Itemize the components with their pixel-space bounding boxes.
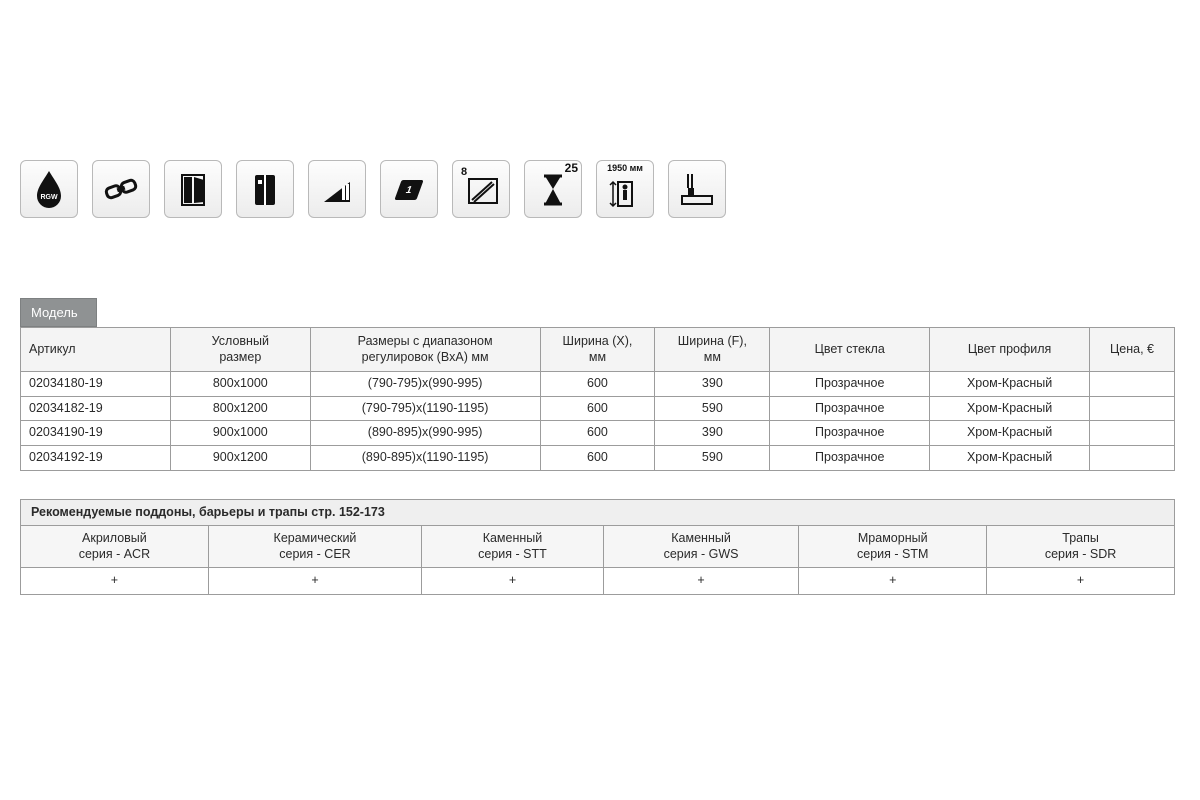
- panel-icon: [236, 160, 294, 218]
- rgw-drop-icon: RGW: [20, 160, 78, 218]
- col-profile: Цвет профиля: [930, 328, 1090, 372]
- table-cell: [1090, 372, 1175, 397]
- table-cell: 600: [540, 421, 655, 446]
- col-article: Артикул: [21, 328, 171, 372]
- rec-cell: +: [21, 568, 209, 595]
- chain-link-icon: [92, 160, 150, 218]
- rec-cell: +: [208, 568, 421, 595]
- table-cell: 02034182-19: [21, 396, 171, 421]
- install-icon: [668, 160, 726, 218]
- table-cell: 800x1000: [170, 372, 310, 397]
- table-cell: Хром-Красный: [930, 396, 1090, 421]
- rec-cell: +: [422, 568, 604, 595]
- table-cell: 600: [540, 372, 655, 397]
- table-row: 02034180-19800x1000(790-795)x(990-995)60…: [21, 372, 1175, 397]
- table-cell: [1090, 445, 1175, 470]
- table-cell: Хром-Красный: [930, 372, 1090, 397]
- height-value: 1950 мм: [597, 163, 653, 173]
- table-cell: [1090, 396, 1175, 421]
- table-cell: (790-795)x(1190-1195): [310, 396, 540, 421]
- table-cell: 590: [655, 396, 770, 421]
- table-cell: (890-895)x(1190-1195): [310, 445, 540, 470]
- glass-sheet-icon: 1: [380, 160, 438, 218]
- rec-col: Каменныйсерия - STT: [422, 526, 604, 568]
- wedge-icon: [308, 160, 366, 218]
- rec-col: Мраморныйсерия - STM: [799, 526, 987, 568]
- table-cell: Прозрачное: [770, 372, 930, 397]
- table-cell: 600: [540, 396, 655, 421]
- table-cell: 590: [655, 445, 770, 470]
- rec-col: Акриловыйсерия - ACR: [21, 526, 209, 568]
- table-row: 02034192-19900x1200(890-895)x(1190-1195)…: [21, 445, 1175, 470]
- table-cell: 02034192-19: [21, 445, 171, 470]
- height-icon: 1950 мм: [596, 160, 654, 218]
- table-cell: (790-795)x(990-995): [310, 372, 540, 397]
- table-row: 02034190-19900x1000(890-895)x(990-995)60…: [21, 421, 1175, 446]
- warranty-years-value: 25: [565, 161, 578, 175]
- table-cell: Хром-Красный: [930, 421, 1090, 446]
- table-cell: 800x1200: [170, 396, 310, 421]
- specs-table: Артикул Условныйразмер Размеры с диапазо…: [20, 327, 1175, 471]
- col-range: Размеры с диапазономрегулировок (BxA) мм: [310, 328, 540, 372]
- glass-thickness-value: 8: [461, 166, 467, 178]
- specs-header-row: Артикул Условныйразмер Размеры с диапазо…: [21, 328, 1175, 372]
- table-cell: 600: [540, 445, 655, 470]
- table-row: 02034182-19800x1200(790-795)x(1190-1195)…: [21, 396, 1175, 421]
- recommended-table: Рекомендуемые поддоны, барьеры и трапы с…: [20, 499, 1175, 596]
- table-cell: 900x1000: [170, 421, 310, 446]
- rec-cell: +: [987, 568, 1175, 595]
- rec-col: Керамическийсерия - CER: [208, 526, 421, 568]
- feature-icon-row: RGW: [20, 160, 1180, 218]
- table-cell: Прозрачное: [770, 445, 930, 470]
- table-cell: 02034190-19: [21, 421, 171, 446]
- table-cell: 390: [655, 372, 770, 397]
- col-width-f: Ширина (F),мм: [655, 328, 770, 372]
- col-price: Цена, €: [1090, 328, 1175, 372]
- warranty-time-icon: 25: [524, 160, 582, 218]
- glass-thickness-icon: 8: [452, 160, 510, 218]
- table-cell: Прозрачное: [770, 421, 930, 446]
- table-cell: 390: [655, 421, 770, 446]
- rec-col: Каменныйсерия - GWS: [603, 526, 799, 568]
- rec-title: Рекомендуемые поддоны, барьеры и трапы с…: [21, 499, 1175, 526]
- col-size: Условныйразмер: [170, 328, 310, 372]
- table-cell: 900x1200: [170, 445, 310, 470]
- table-cell: 02034180-19: [21, 372, 171, 397]
- model-tab: Модель: [20, 298, 97, 327]
- door-open-icon: [164, 160, 222, 218]
- rec-cell: +: [799, 568, 987, 595]
- rec-cell: +: [603, 568, 799, 595]
- table-cell: Хром-Красный: [930, 445, 1090, 470]
- table-cell: Прозрачное: [770, 396, 930, 421]
- col-width-x: Ширина (X),мм: [540, 328, 655, 372]
- table-cell: [1090, 421, 1175, 446]
- table-cell: (890-895)x(990-995): [310, 421, 540, 446]
- col-glass-color: Цвет стекла: [770, 328, 930, 372]
- rec-col: Трапысерия - SDR: [987, 526, 1175, 568]
- svg-text:RGW: RGW: [40, 194, 58, 201]
